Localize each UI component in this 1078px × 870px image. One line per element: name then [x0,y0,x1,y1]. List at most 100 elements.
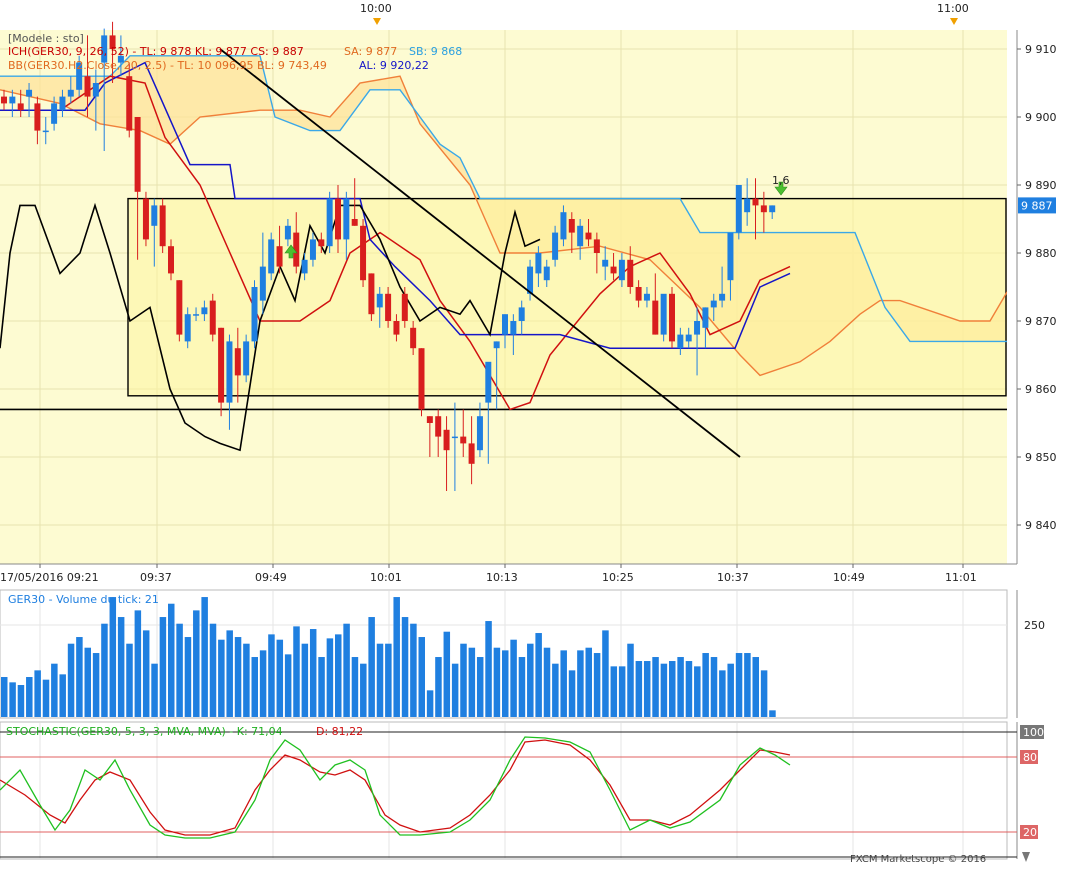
volume-bar[interactable] [385,643,392,717]
candle-body[interactable] [543,266,550,281]
time-marker-icon[interactable] [373,18,381,25]
volume-bar[interactable] [259,650,267,717]
candle-body[interactable] [209,300,216,335]
volume-bar[interactable] [159,617,167,717]
candle-body[interactable] [618,259,625,281]
candle-body[interactable] [376,293,383,308]
volume-bar[interactable] [343,623,350,717]
candle-body[interactable] [727,232,734,281]
volume-bar[interactable] [34,670,41,717]
candle-body[interactable] [602,259,609,267]
candle-body[interactable] [109,35,116,49]
volume-bar[interactable] [735,653,743,717]
candle-body[interactable] [426,416,433,423]
volume-bar[interactable] [719,670,726,717]
volume-bar[interactable] [485,621,492,717]
candle-body[interactable] [577,225,584,247]
candle-body[interactable] [385,293,392,321]
volume-bar[interactable] [201,597,208,717]
candle-body[interactable] [276,246,283,267]
candle-body[interactable] [552,232,559,260]
volume-bar[interactable] [101,623,108,717]
candle-body[interactable] [309,239,316,260]
volume-bar[interactable] [677,657,684,717]
volume-bar[interactable] [643,661,651,717]
candle-body[interactable] [226,341,233,403]
volume-bar[interactable] [193,610,200,717]
candle-body[interactable] [435,416,442,437]
volume-bar[interactable] [727,663,734,717]
volume-bar[interactable] [92,653,100,717]
candle-body[interactable] [518,307,525,321]
volume-bar[interactable] [618,666,626,717]
candle-body[interactable] [193,314,200,316]
candle-body[interactable] [401,293,408,321]
volume-bar[interactable] [268,634,275,717]
candle-body[interactable] [769,205,776,213]
volume-bar[interactable] [660,663,668,717]
volume-bar[interactable] [627,643,634,717]
volume-bar[interactable] [360,663,367,717]
candle-body[interactable] [485,361,492,403]
candle-body[interactable] [752,198,759,206]
candle-body[interactable] [51,103,58,124]
price-axis[interactable] [1007,30,1078,564]
candle-body[interactable] [59,96,66,111]
candle-body[interactable] [151,205,158,226]
volume-bar[interactable] [694,666,701,717]
volume-bar[interactable] [326,638,334,717]
candle-body[interactable] [610,266,617,274]
candle-body[interactable] [335,198,341,240]
volume-bar[interactable] [476,657,484,717]
volume-bar[interactable] [652,657,659,717]
candle-body[interactable] [527,266,534,294]
volume-bar[interactable] [518,657,526,717]
candle-body[interactable] [652,300,659,335]
candle-body[interactable] [368,273,375,315]
volume-bar[interactable] [460,643,467,717]
volume-bar[interactable] [209,623,217,717]
volume-bar[interactable] [126,643,133,717]
candle-body[interactable] [92,83,99,97]
volume-bar[interactable] [610,666,618,717]
volume-bar[interactable] [301,643,309,717]
volume-bar[interactable] [435,657,442,717]
candle-body[interactable] [318,239,325,247]
candle-body[interactable] [17,103,24,111]
candle-body[interactable] [234,348,241,376]
candle-body[interactable] [677,334,684,349]
volume-bar[interactable] [51,663,58,717]
volume-bar[interactable] [142,630,150,717]
volume-bar[interactable] [218,639,225,717]
candle-body[interactable] [26,89,33,97]
volume-bar[interactable] [593,653,601,717]
volume-bar[interactable] [251,657,259,717]
candle-body[interactable] [218,327,225,403]
volume-bar[interactable] [117,617,125,717]
candle-body[interactable] [760,205,767,213]
volume-bar[interactable] [318,657,325,717]
candle-body[interactable] [593,239,600,253]
volume-bar[interactable] [585,647,593,717]
volume-bar[interactable] [744,653,751,717]
candle-body[interactable] [34,103,41,131]
candle-body[interactable] [159,205,166,247]
volume-bar[interactable] [76,637,83,717]
volume-bar[interactable] [17,685,25,717]
candle-body[interactable] [635,287,642,301]
volume-bar[interactable] [669,661,676,717]
candle-body[interactable] [176,280,183,335]
volume-bar[interactable] [535,633,542,717]
volume-bar[interactable] [376,643,384,717]
candle-body[interactable] [9,96,16,104]
volume-bar[interactable] [84,647,92,717]
volume-bar[interactable] [468,647,476,717]
candle-body[interactable] [142,198,149,240]
volume-bar[interactable] [685,661,693,717]
candle-body[interactable] [568,219,575,233]
volume-bar[interactable] [276,639,284,717]
candle-body[interactable] [243,341,250,376]
volume-bar[interactable] [426,690,434,717]
trendline[interactable] [219,48,741,458]
volume-bar[interactable] [151,663,158,717]
